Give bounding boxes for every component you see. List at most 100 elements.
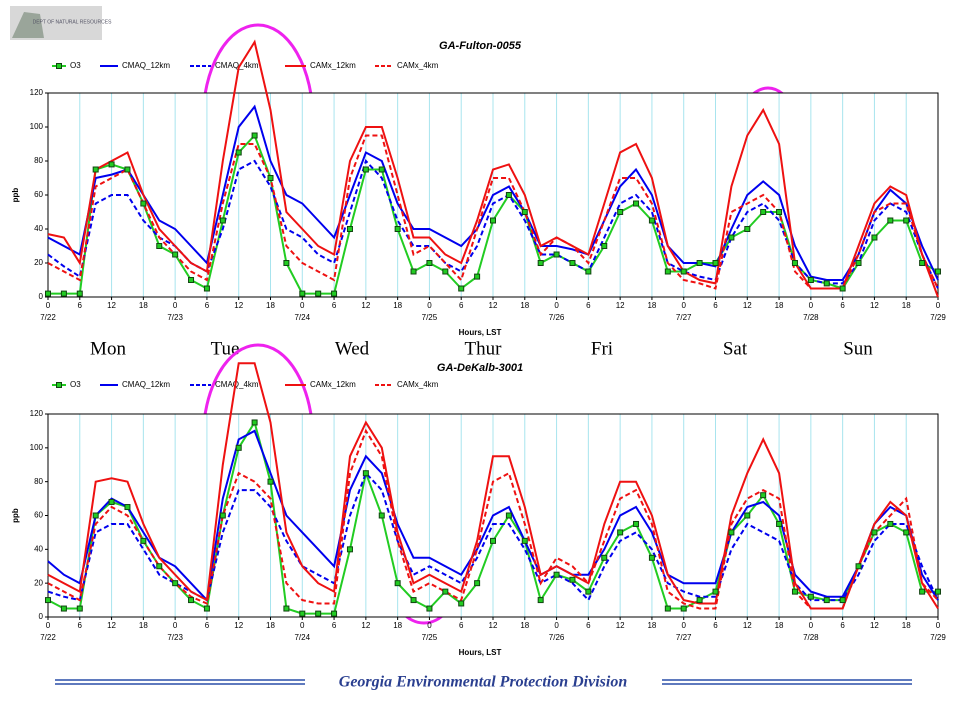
x-tick-label: 6 <box>840 301 845 310</box>
y-tick-label: 40 <box>34 544 43 553</box>
data-point <box>219 217 226 224</box>
data-point <box>92 166 99 173</box>
date-tick-label: 7/22 <box>40 313 56 322</box>
data-point <box>219 512 226 519</box>
x-tick-label: 18 <box>902 621 911 630</box>
day-label: Thur <box>465 338 503 359</box>
legend-label: CMAQ_12km <box>122 61 170 70</box>
data-point <box>346 546 353 553</box>
data-point <box>776 209 783 215</box>
data-point <box>585 268 592 275</box>
data-point <box>648 217 655 224</box>
data-point <box>807 277 814 283</box>
x-tick-label: 6 <box>586 301 591 310</box>
data-point <box>903 529 910 536</box>
x-tick-label: 6 <box>713 621 718 630</box>
x-tick-label: 6 <box>459 621 464 630</box>
data-point <box>633 520 640 527</box>
x-tick-label: 12 <box>489 301 498 310</box>
legend-marker <box>56 382 62 388</box>
data-point <box>807 593 814 600</box>
day-label: Mon <box>90 338 126 359</box>
footer-rules <box>55 679 912 685</box>
data-point <box>299 290 306 297</box>
date-tick-label: 7/25 <box>422 313 438 322</box>
y-tick-label: 120 <box>30 88 44 97</box>
day-label: Tue <box>211 338 240 359</box>
data-point <box>696 260 703 266</box>
x-tick-label: 0 <box>300 621 305 630</box>
x-tick-label: 18 <box>902 301 911 310</box>
data-point <box>791 588 798 595</box>
data-point <box>760 209 767 215</box>
data-point <box>378 166 385 173</box>
data-point <box>903 217 910 224</box>
data-point <box>362 470 369 477</box>
x-tick-label: 12 <box>870 621 879 630</box>
data-point <box>394 226 401 232</box>
plot-frame <box>47 413 939 618</box>
x-tick-label: 18 <box>393 621 402 630</box>
data-point <box>871 529 878 536</box>
data-point <box>45 290 51 297</box>
date-tick-label: 7/29 <box>930 633 946 642</box>
x-tick-label: 6 <box>586 621 591 630</box>
data-point <box>617 209 624 215</box>
legend-marker <box>56 63 62 69</box>
data-point <box>887 520 894 527</box>
data-point <box>283 605 290 612</box>
date-tick-label: 7/27 <box>676 633 692 642</box>
x-tick-label: 6 <box>205 621 210 630</box>
legend-label: CAMx_4km <box>397 380 439 389</box>
data-point <box>156 243 163 249</box>
x-tick-label: 12 <box>489 621 498 630</box>
data-point <box>92 512 99 519</box>
date-tick-label: 7/23 <box>167 633 183 642</box>
y-tick-label: 40 <box>34 224 43 233</box>
data-point <box>251 132 258 139</box>
data-point <box>188 597 195 604</box>
date-tick-label: 7/23 <box>167 313 183 322</box>
x-tick-label: 6 <box>78 301 83 310</box>
x-tick-label: 0 <box>681 301 686 310</box>
x-tick-label: 18 <box>139 621 148 630</box>
x-tick-label: 12 <box>743 621 752 630</box>
data-point <box>791 260 798 266</box>
data-point <box>490 537 496 544</box>
y-tick-label: 20 <box>34 258 43 267</box>
data-point <box>442 588 449 595</box>
data-point <box>680 605 687 612</box>
data-point <box>537 260 544 266</box>
data-point <box>108 498 115 505</box>
logo-shape <box>12 12 44 38</box>
data-point <box>60 605 67 612</box>
data-point <box>124 504 131 511</box>
x-axis-label: Hours, LST <box>459 328 502 337</box>
data-point <box>744 226 751 232</box>
data-point <box>839 285 846 292</box>
data-point <box>505 512 512 519</box>
x-tick-label: 12 <box>616 301 625 310</box>
x-tick-label: 0 <box>809 621 814 630</box>
logo-text: DEPT OF NATURAL RESOURCES <box>33 19 112 25</box>
data-point <box>601 554 608 561</box>
series-line <box>47 471 939 602</box>
series-line <box>47 39 939 298</box>
data-point <box>935 268 941 275</box>
y-tick-label: 0 <box>39 292 44 301</box>
x-tick-label: 18 <box>520 621 529 630</box>
data-point <box>823 280 830 287</box>
data-point <box>871 234 878 241</box>
x-axis-label: Hours, LST <box>459 648 502 657</box>
date-tick-label: 7/28 <box>803 633 819 642</box>
data-point <box>362 166 369 173</box>
legend-label: O3 <box>70 61 81 70</box>
data-point <box>744 512 751 519</box>
data-point <box>299 610 306 617</box>
data-point <box>235 149 242 156</box>
data-point <box>617 529 624 536</box>
data-point <box>919 588 926 595</box>
data-point <box>569 260 576 266</box>
x-tick-label: 12 <box>616 621 625 630</box>
x-tick-label: 12 <box>361 621 370 630</box>
